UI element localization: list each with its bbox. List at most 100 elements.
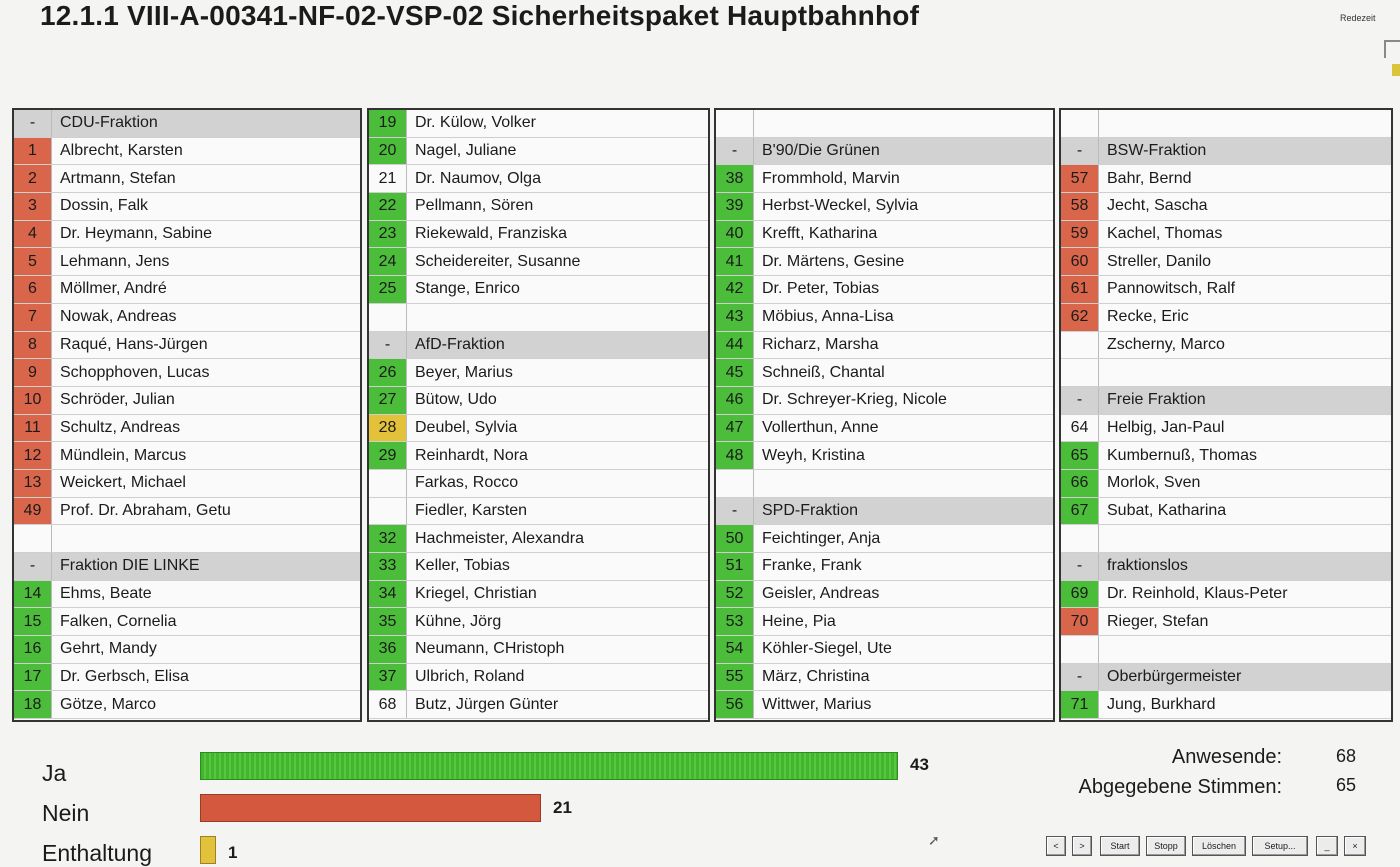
minimize-button[interactable]: _ bbox=[1316, 836, 1338, 856]
member-name: Keller, Tobias bbox=[415, 557, 510, 575]
member-name: Dr. Peter, Tobias bbox=[762, 280, 880, 298]
member-name: Nagel, Juliane bbox=[415, 142, 517, 160]
member-row: 34 Kriegel, Christian bbox=[369, 580, 708, 609]
member-row: 35 Kühne, Jörg bbox=[369, 608, 708, 637]
member-name: Prof. Dr. Abraham, Getu bbox=[60, 501, 231, 519]
member-row: 33 Keller, Tobias bbox=[369, 553, 708, 581]
seat-number: 9 bbox=[14, 359, 52, 386]
seat-number: 55 bbox=[716, 663, 754, 691]
member-row: 47 Vollerthun, Anne bbox=[716, 414, 1053, 443]
close-button[interactable]: × bbox=[1344, 836, 1366, 856]
member-row: 48 Weyh, Kristina bbox=[716, 442, 1053, 470]
seat-number: 2 bbox=[14, 165, 52, 193]
seat-number: 27 bbox=[369, 386, 407, 414]
member-name: Farkas, Rocco bbox=[415, 474, 519, 492]
seat-number: 8 bbox=[14, 331, 52, 359]
seat-number: 40 bbox=[716, 220, 754, 248]
seat-number: 11 bbox=[14, 414, 52, 442]
start-button[interactable]: Start bbox=[1100, 836, 1140, 856]
member-row: 27 Bütow, Udo bbox=[369, 386, 708, 415]
member-name: Recke, Eric bbox=[1107, 308, 1189, 326]
member-panel-1: - CDU-Fraktion 1 Albrecht, Karsten 2 Artmann,… bbox=[12, 108, 362, 722]
ja-count: 43 bbox=[910, 755, 929, 774]
member-row: 29 Reinhardt, Nora bbox=[369, 442, 708, 470]
party-header-marker: - bbox=[14, 553, 52, 580]
member-name: Mündlein, Marcus bbox=[60, 446, 187, 464]
party-name: AfD-Fraktion bbox=[415, 335, 505, 353]
seat-number: 61 bbox=[1061, 276, 1099, 303]
member-name: Neumann, CHristoph bbox=[415, 640, 565, 658]
member-row: 43 Möbius, Anna-Lisa bbox=[716, 303, 1053, 332]
member-row: 50 Feichtinger, Anja bbox=[716, 525, 1053, 553]
member-row: 8 Raqué, Hans-Jürgen bbox=[14, 331, 360, 360]
member-name: Lehmann, Jens bbox=[60, 252, 170, 270]
member-row: 14 Ehms, Beate bbox=[14, 580, 360, 609]
enthaltung-label: Enthaltung bbox=[42, 840, 152, 866]
seat-number: 7 bbox=[14, 303, 52, 331]
nein-label: Nein bbox=[42, 800, 90, 826]
empty-row bbox=[369, 303, 708, 332]
enthaltung-bar bbox=[200, 836, 216, 864]
party-header: - fraktionslos bbox=[1061, 553, 1391, 581]
member-row: 45 Schneiß, Chantal bbox=[716, 359, 1053, 387]
member-row: 44 Richarz, Marsha bbox=[716, 331, 1053, 360]
member-row: 11 Schultz, Andreas bbox=[14, 414, 360, 443]
prev-button[interactable]: < bbox=[1046, 836, 1066, 856]
enthaltung-count: 1 bbox=[228, 843, 238, 862]
ja-label: Ja bbox=[42, 760, 67, 786]
party-header: - AfD-Fraktion bbox=[369, 331, 708, 360]
member-name: Vollerthun, Anne bbox=[762, 418, 879, 436]
seat-number: 25 bbox=[369, 276, 407, 303]
empty-row bbox=[1061, 359, 1391, 387]
member-name: Franke, Frank bbox=[762, 557, 862, 575]
setup-button[interactable]: Setup... bbox=[1252, 836, 1308, 856]
member-name: Streller, Danilo bbox=[1107, 252, 1212, 270]
party-header: - Fraktion DIE LINKE bbox=[14, 553, 360, 581]
party-header-marker: - bbox=[14, 110, 52, 137]
ja-bar bbox=[200, 752, 898, 780]
member-name: Artmann, Stefan bbox=[60, 169, 176, 187]
nein-count: 21 bbox=[553, 798, 572, 817]
member-row: 21 Dr. Naumov, Olga bbox=[369, 165, 708, 194]
member-name: Fiedler, Karsten bbox=[415, 501, 528, 519]
member-name: Weyh, Kristina bbox=[762, 446, 865, 464]
party-name: fraktionslos bbox=[1107, 557, 1188, 575]
stopp-button[interactable]: Stopp bbox=[1146, 836, 1186, 856]
seat-number: 33 bbox=[369, 553, 407, 580]
member-name: Weickert, Michael bbox=[60, 474, 186, 492]
member-row: 20 Nagel, Juliane bbox=[369, 137, 708, 166]
member-row: 40 Krefft, Katharina bbox=[716, 220, 1053, 249]
member-row: 58 Jecht, Sascha bbox=[1061, 193, 1391, 221]
member-name: Dr. Reinhold, Klaus-Peter bbox=[1107, 585, 1288, 603]
seat-number: 5 bbox=[14, 248, 52, 276]
member-row: 28 Deubel, Sylvia bbox=[369, 414, 708, 443]
party-name: SPD-Fraktion bbox=[762, 501, 859, 519]
member-name: Riekewald, Franziska bbox=[415, 225, 568, 243]
seat-number: 62 bbox=[1061, 303, 1099, 331]
member-name: Dr. Gerbsch, Elisa bbox=[60, 668, 189, 686]
seat-number bbox=[1061, 331, 1099, 359]
member-row: 24 Scheidereiter, Susanne bbox=[369, 248, 708, 277]
seat-number: 45 bbox=[716, 359, 754, 386]
mouse-cursor-icon: ➚ bbox=[928, 832, 940, 848]
member-row: 53 Heine, Pia bbox=[716, 608, 1053, 637]
member-name: Pellmann, Sören bbox=[415, 197, 534, 215]
nein-bar bbox=[200, 794, 541, 822]
loeschen-button[interactable]: Löschen bbox=[1192, 836, 1246, 856]
next-button[interactable]: > bbox=[1072, 836, 1092, 856]
member-row: 4 Dr. Heymann, Sabine bbox=[14, 220, 360, 249]
party-name: Freie Fraktion bbox=[1107, 391, 1206, 409]
member-name: Dr. Naumov, Olga bbox=[415, 169, 541, 187]
seat-number: 46 bbox=[716, 386, 754, 414]
seat-number: 36 bbox=[369, 636, 407, 663]
seat-number-empty bbox=[1061, 636, 1099, 663]
seat-number: 21 bbox=[369, 165, 407, 193]
party-header: - CDU-Fraktion bbox=[14, 110, 360, 138]
seat-number: 35 bbox=[369, 608, 407, 636]
member-row: 26 Beyer, Marius bbox=[369, 359, 708, 387]
seat-number: 4 bbox=[14, 220, 52, 248]
seat-number: 42 bbox=[716, 276, 754, 303]
party-header: - Freie Fraktion bbox=[1061, 386, 1391, 415]
member-row: 1 Albrecht, Karsten bbox=[14, 137, 360, 166]
member-name: Kumbernuß, Thomas bbox=[1107, 446, 1257, 464]
